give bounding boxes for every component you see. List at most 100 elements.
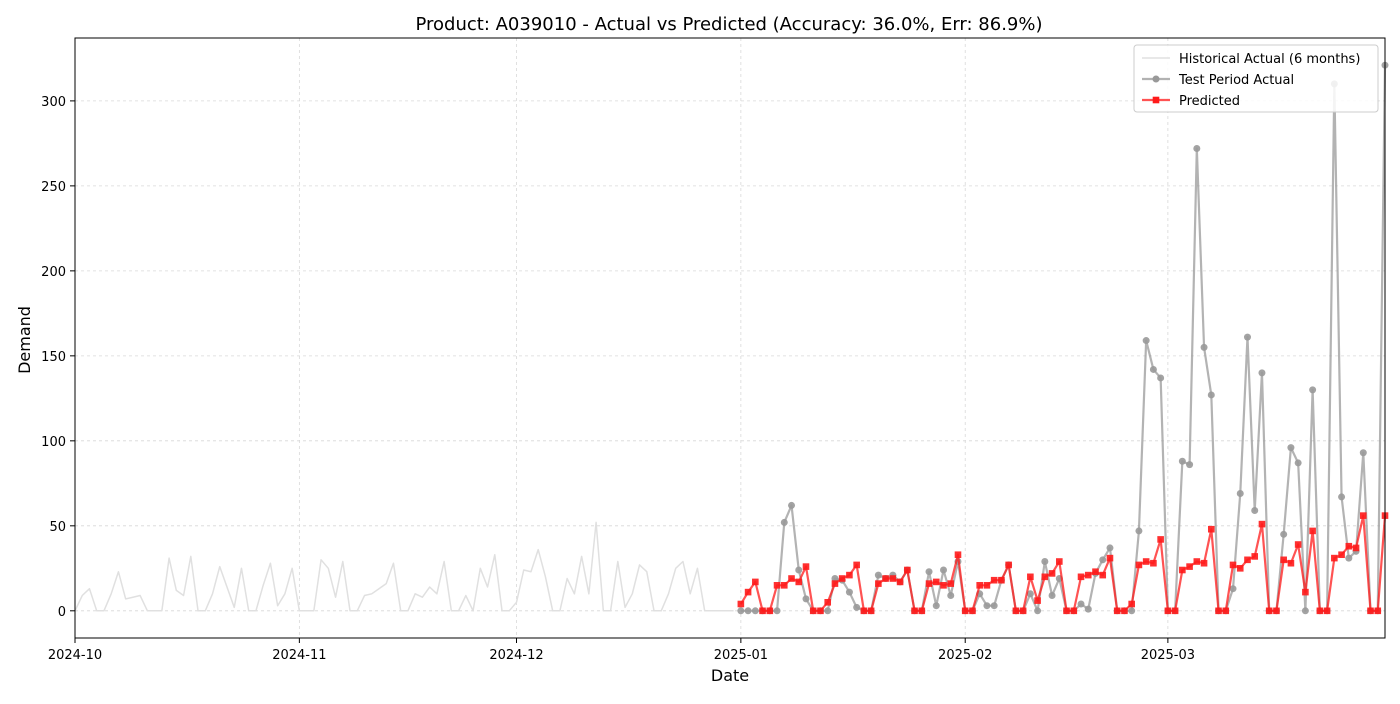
test-period-actual-point: [1135, 527, 1143, 535]
predicted-point: [1106, 554, 1114, 562]
predicted-point: [1359, 512, 1367, 519]
legend-label: Test Period Actual: [1178, 73, 1294, 88]
test-period-actual-point: [845, 588, 853, 596]
predicted-point: [1236, 565, 1244, 572]
test-period-actual-point: [1178, 457, 1186, 465]
test-period-actual-point: [1157, 374, 1165, 382]
test-period-actual-point: [1077, 600, 1085, 608]
test-period-actual-point: [1099, 556, 1107, 564]
predicted-point: [853, 561, 860, 569]
test-period-actual-point: [802, 595, 810, 603]
predicted-point: [1309, 527, 1316, 535]
predicted-point: [1092, 568, 1099, 576]
predicted-point: [1084, 571, 1092, 579]
predicted-point: [940, 582, 947, 589]
y-tick-label: 200: [41, 265, 66, 280]
chart-title: Product: A039010 - Actual vs Predicted (…: [415, 14, 1042, 35]
predicted-point: [954, 551, 962, 559]
predicted-point: [766, 607, 774, 615]
predicted-point: [788, 575, 795, 582]
x-tick-label: 2025-01: [714, 648, 768, 663]
test-period-actual-point: [1149, 365, 1157, 373]
test-period-actual-point: [773, 607, 781, 615]
predicted-point: [1048, 570, 1056, 577]
test-period-actual-point: [1186, 461, 1194, 469]
test-period-actual-point: [1287, 444, 1295, 452]
test-period-actual-point: [1048, 592, 1056, 600]
test-period-actual-point: [1200, 343, 1208, 351]
test-period-actual-point: [1034, 607, 1042, 615]
predicted-point: [737, 600, 745, 608]
legend-marker: [1152, 75, 1160, 83]
predicted-point: [969, 607, 976, 615]
predicted-point: [947, 580, 955, 587]
test-period-actual-point: [1236, 490, 1244, 498]
predicted-point: [1113, 607, 1121, 615]
test-period-actual-point: [1294, 459, 1302, 467]
test-period-actual-point: [788, 501, 796, 509]
y-axis-label: Demand: [15, 306, 34, 374]
legend-box: [1133, 44, 1379, 113]
predicted-point: [1294, 541, 1302, 548]
predicted-point: [1077, 573, 1085, 581]
test-period-actual-point: [925, 568, 933, 576]
predicted-point: [759, 607, 766, 615]
predicted-point: [831, 580, 839, 587]
test-period-actual-point: [1041, 558, 1049, 566]
y-tick-label: 300: [41, 95, 66, 110]
test-period-actual-point: [737, 607, 745, 615]
predicted-point: [1150, 559, 1157, 567]
predicted-point: [1041, 573, 1049, 581]
test-period-actual-point: [990, 602, 998, 610]
x-tick-label: 2024-11: [272, 648, 326, 663]
predicted-point: [1135, 561, 1143, 569]
test-period-actual-point: [1359, 449, 1367, 457]
predicted-point: [1273, 607, 1280, 615]
historical-actual-6-months-line: [74, 521, 734, 612]
legend: Historical Actual (6 months) Test Period …: [1133, 44, 1379, 113]
predicted-point: [976, 582, 983, 589]
test-period-actual-point: [1128, 607, 1136, 615]
predicted-point: [1215, 607, 1222, 615]
predicted-point: [1063, 607, 1070, 615]
predicted-point: [904, 566, 911, 574]
series-layer: [74, 61, 1389, 615]
predicted-point: [1070, 607, 1078, 615]
predicted-point: [1374, 607, 1382, 615]
axes: 2024-10 2024-11 2024-12 2025-01 2025-02 2025-…: [41, 95, 1195, 663]
predicted-point: [1186, 563, 1193, 570]
plot-frame: [74, 37, 1386, 639]
predicted-point: [795, 578, 803, 586]
predicted-point: [932, 578, 940, 586]
test-period-actual-point: [780, 518, 788, 526]
test-period-actual-point: [744, 607, 752, 615]
predicted-point: [1331, 554, 1338, 562]
test-period-actual-point: [1026, 590, 1034, 598]
predicted-point: [990, 576, 998, 584]
predicted-point: [1207, 525, 1215, 533]
predicted-point: [1258, 520, 1266, 528]
predicted-point: [998, 576, 1005, 584]
predicted-point: [961, 607, 969, 615]
predicted-point: [838, 575, 846, 582]
predicted-point: [1200, 559, 1208, 567]
predicted-point: [1157, 536, 1164, 543]
test-period-actual-point: [1207, 391, 1215, 399]
grid: [74, 38, 1385, 638]
predicted-point: [1056, 558, 1063, 565]
test-period-actual-point: [1280, 530, 1288, 538]
predicted-point: [1179, 566, 1186, 574]
test-period-actual-point: [932, 602, 940, 610]
predicted-point: [918, 607, 926, 615]
predicted-point: [860, 607, 868, 615]
test-period-actual-point: [1301, 607, 1309, 615]
predicted-point: [802, 563, 810, 570]
predicted-point: [889, 575, 897, 582]
predicted-point: [896, 578, 904, 586]
test-period-actual-point: [751, 607, 759, 615]
predicted-point: [1287, 559, 1295, 567]
predicted-point: [1099, 571, 1107, 579]
test-period-actual-point: [795, 566, 803, 574]
predicted-point: [1005, 561, 1012, 569]
